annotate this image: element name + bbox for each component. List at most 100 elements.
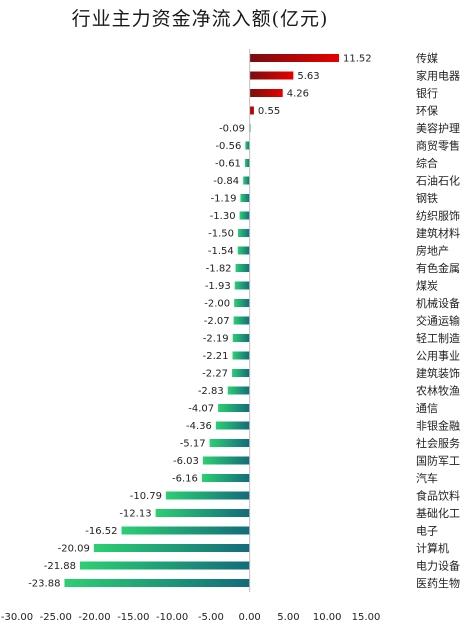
category-label: 通信 [416,402,438,415]
category-label: 煤炭 [416,280,438,293]
bar-value-label: -2.19 [203,334,229,345]
bar-value-label: -12.13 [119,509,151,520]
category-label: 农林牧渔 [416,384,460,398]
bar [165,491,250,500]
bar-value-label: -21.88 [44,561,76,572]
category-label: 银行 [416,86,438,100]
category-label: 轻工制造 [416,331,460,345]
x-tick-label: -15.00 [117,612,149,623]
bar [243,176,250,185]
bar-value-label: 11.52 [343,54,372,65]
category-label: 建筑装饰 [416,366,460,380]
bar [234,281,250,290]
category-label: 公用事业 [416,350,460,363]
category-label: 机械设备 [416,296,460,310]
category-label: 非银金融 [416,419,460,433]
bar-value-label: -6.16 [172,474,198,485]
x-tick-label: 15.00 [352,612,381,623]
bar-value-label: -1.82 [206,264,232,275]
bar [245,141,250,150]
bar [232,334,250,342]
bar-value-label: -1.30 [210,211,236,222]
x-tick-label: -5.00 [198,612,224,623]
bar [233,316,250,325]
category-label: 计算机 [416,541,449,555]
bar-value-label: -10.79 [130,491,162,502]
bar-value-label: -2.07 [204,316,230,327]
bar [238,229,250,237]
bar-value-label: -0.09 [219,124,245,135]
bar [232,369,250,377]
category-label: 传媒 [416,52,438,65]
bar [239,211,250,220]
bar-value-label: -16.52 [85,526,117,537]
bar-value-label: 0.55 [258,106,280,117]
category-label: 综合 [416,156,438,170]
bar-value-label: -0.61 [215,159,241,170]
bar-value-label: -5.17 [180,439,206,450]
bar [93,544,250,552]
x-axis-ticks: -30.00 -25.00 -20.00 -15.00 -10.00 -5.00 0.00 5… [1,612,380,623]
category-label: 商贸零售 [416,139,460,153]
x-tick-label: 10.00 [313,612,342,623]
x-tick-label: -25.00 [40,612,72,623]
category-label: 电力设备 [416,559,460,573]
bar-value-label: -23.88 [28,579,60,590]
category-label: 美容护理 [416,121,460,135]
bar [232,351,250,360]
bar [121,526,250,535]
bar-value-label: -1.93 [205,281,231,292]
bar [249,71,294,80]
bar-value-label: -2.83 [198,386,224,397]
category-label: 家用电器 [416,69,460,83]
bar-value-label: -20.09 [58,544,90,555]
bar [235,264,250,272]
bar-value-label: 4.26 [287,89,309,100]
category-label: 纺织服饰 [416,209,460,223]
category-label: 房地产 [416,244,449,258]
category-label: 汽车 [416,471,438,485]
bar [79,561,250,570]
category-label: 基础化工 [416,506,460,520]
bar [237,246,250,255]
bar [201,474,250,482]
bar-value-label: -1.19 [211,194,237,205]
category-label: 环保 [416,104,438,118]
category-label: 电子 [416,525,438,538]
x-tick-label: 0.00 [239,612,261,623]
bars-layer: 11.52 传媒 5.63 家用电器 4.26 银行 0.55 环保 -0.09 美容护理 -0.5… [28,52,460,590]
bar-value-label: -1.50 [208,229,234,240]
bar-value-label: -1.54 [208,246,234,257]
category-label: 有色金属 [416,261,460,275]
bar-value-label: -2.21 [203,351,229,362]
x-tick-label: -30.00 [1,612,33,623]
category-label: 交通运输 [416,314,460,328]
bar [249,106,254,115]
bar [234,299,250,307]
bar [209,439,250,447]
bar-value-label: -4.36 [186,421,212,432]
bar [215,421,250,430]
category-label: 社会服务 [416,436,460,450]
bar [244,159,250,167]
bar [249,54,340,62]
bar-value-label: -4.07 [188,404,214,415]
bar [202,456,250,465]
bar [218,404,250,412]
bar [155,509,250,517]
x-tick-label: -20.00 [78,612,110,623]
bar-value-label: -2.27 [202,369,228,380]
bar-value-label: -0.84 [213,176,239,187]
bar-value-label: -0.56 [215,141,241,152]
bar-value-label: 5.63 [297,71,319,82]
category-label: 钢铁 [416,192,438,205]
category-label: 石油石化 [416,174,460,188]
bar-value-label: -2.00 [204,299,230,310]
x-tick-label: 5.00 [277,612,299,623]
category-label: 医药生物 [416,576,460,590]
category-label: 建筑材料 [416,226,460,240]
chart-title: 行业主力资金净流入额(亿元) [71,8,329,30]
bar [240,194,250,202]
bar [249,89,283,97]
